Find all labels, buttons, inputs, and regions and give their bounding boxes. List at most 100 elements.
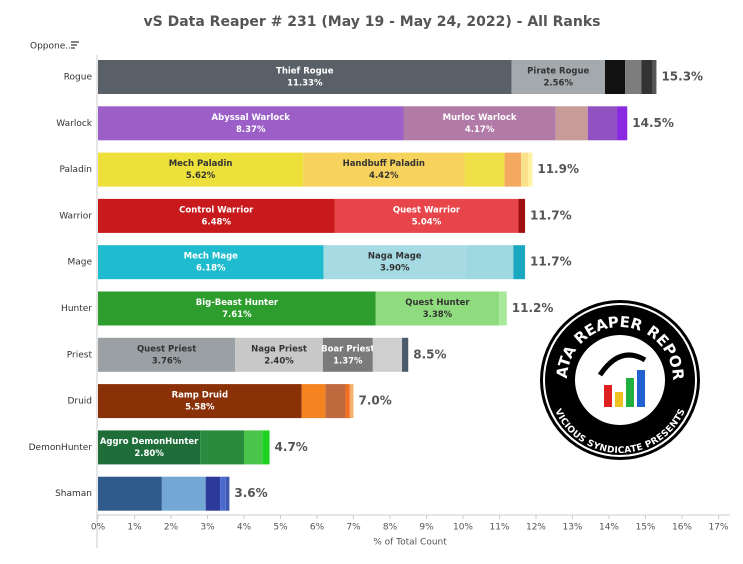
- bar-segment: [220, 476, 226, 511]
- category-label: DemonHunter: [29, 443, 93, 453]
- x-tick-label: 7%: [346, 523, 361, 533]
- segment-value-label: 5.58%: [185, 403, 215, 413]
- bar-segment: [98, 198, 335, 233]
- bar-segment: [244, 430, 263, 465]
- bar-segment: [98, 430, 201, 465]
- bar-segment: [375, 291, 500, 326]
- bar-segment: [652, 60, 657, 94]
- segment-name: Aggro DemonHunter: [100, 437, 199, 447]
- segment-name: Handbuff Paladin: [343, 159, 425, 169]
- x-tick-label: 5%: [273, 523, 288, 533]
- segment-value-label: 7.61%: [222, 310, 252, 320]
- total-label: 8.5%: [413, 347, 446, 361]
- total-label: 11.7%: [530, 255, 572, 269]
- bar-segment: [323, 245, 466, 280]
- bar-segment: [225, 476, 230, 511]
- segment-name: Boar Priest: [321, 344, 374, 354]
- segment-value-label: 6.48%: [202, 217, 232, 227]
- segment-value-label: 3.90%: [380, 264, 410, 274]
- category-label: Priest: [67, 350, 93, 360]
- bar-segment: [587, 106, 618, 141]
- segment-name: Naga Mage: [368, 252, 422, 262]
- bar-segment: [98, 291, 376, 326]
- bar-segment: [98, 337, 236, 372]
- total-label: 4.7%: [275, 440, 308, 454]
- chart-title: vS Data Reaper # 231 (May 19 - May 24, 2…: [144, 14, 601, 30]
- x-tick-label: 0%: [91, 523, 106, 533]
- segment-name: Mech Paladin: [169, 159, 233, 169]
- bar-segment: [521, 152, 529, 187]
- category-label: Paladin: [60, 165, 92, 175]
- bar-segment: [403, 106, 556, 141]
- segment-name: Ramp Druid: [172, 391, 228, 401]
- total-label: 14.5%: [632, 116, 674, 130]
- segment-value-label: 1.37%: [333, 356, 363, 366]
- bar-segment: [528, 152, 533, 187]
- x-tick-label: 9%: [419, 523, 434, 533]
- segment-name: Thief Rogue: [276, 67, 334, 77]
- segment-value-label: 5.62%: [186, 171, 216, 181]
- x-tick-label: 15%: [635, 523, 655, 533]
- bar-segment: [511, 60, 605, 94]
- bar-segment: [334, 198, 519, 233]
- total-label: 3.6%: [234, 486, 267, 500]
- segment-name: Quest Warrior: [393, 205, 461, 215]
- segment-value-label: 2.80%: [134, 449, 164, 459]
- total-label: 11.7%: [530, 208, 572, 222]
- total-label: 11.9%: [537, 162, 579, 176]
- segment-value-label: 3.76%: [152, 356, 182, 366]
- x-tick-label: 8%: [383, 523, 398, 533]
- x-tick-label: 6%: [310, 523, 325, 533]
- segment-name: Pirate Rogue: [527, 67, 589, 77]
- bar-segment: [205, 476, 221, 511]
- x-tick-label: 10%: [453, 523, 473, 533]
- bar-segment: [625, 60, 642, 94]
- segment-name: Quest Hunter: [405, 298, 470, 308]
- bar-segment: [200, 430, 244, 465]
- segment-value-label: 2.56%: [544, 79, 574, 89]
- bar-segment: [518, 198, 526, 233]
- x-tick-label: 17%: [708, 523, 728, 533]
- x-tick-label: 2%: [164, 523, 179, 533]
- segment-name: Naga Priest: [251, 344, 307, 354]
- segment-name: Control Warrior: [179, 205, 254, 215]
- category-label: Druid: [67, 397, 92, 407]
- total-label: 11.2%: [512, 301, 554, 315]
- bar-segment: [372, 337, 403, 372]
- category-label: Warlock: [56, 119, 92, 129]
- bar-segment: [504, 152, 522, 187]
- sort-icon[interactable]: [71, 41, 79, 49]
- bar-segment: [303, 152, 465, 187]
- x-tick-label: 16%: [672, 523, 692, 533]
- segment-value-label: 5.04%: [412, 217, 442, 227]
- x-tick-label: 13%: [562, 523, 582, 533]
- segment-value-label: 3.38%: [423, 310, 453, 320]
- category-label: Warrior: [59, 211, 92, 221]
- bar-segment: [98, 476, 162, 511]
- bar-segment: [617, 106, 628, 141]
- segment-value-label: 11.33%: [287, 79, 323, 89]
- bar-segment: [325, 384, 346, 419]
- x-tick-label: 1%: [127, 523, 142, 533]
- category-header[interactable]: Oppone..: [30, 42, 71, 52]
- bar-segment: [98, 60, 512, 94]
- segment-name: Quest Priest: [137, 344, 196, 354]
- segment-value-label: 4.17%: [465, 125, 495, 135]
- bar-segment: [604, 60, 626, 94]
- bar-segment: [555, 106, 588, 141]
- bar-segment: [98, 152, 304, 187]
- bar-segment: [402, 337, 409, 372]
- segment-value-label: 2.40%: [264, 356, 294, 366]
- bar-segment: [262, 430, 270, 465]
- bar-segment: [98, 245, 324, 280]
- category-label: Rogue: [64, 73, 93, 83]
- bar-segment: [235, 337, 323, 372]
- category-label: Mage: [67, 258, 92, 268]
- segment-name: Abyssal Warlock: [212, 113, 291, 123]
- bar-segment: [345, 384, 350, 419]
- x-tick-label: 11%: [489, 523, 509, 533]
- x-axis-title: % of Total Count: [373, 538, 447, 548]
- total-label: 7.0%: [359, 394, 392, 408]
- category-label: Shaman: [55, 489, 92, 499]
- bar-segment: [464, 152, 505, 187]
